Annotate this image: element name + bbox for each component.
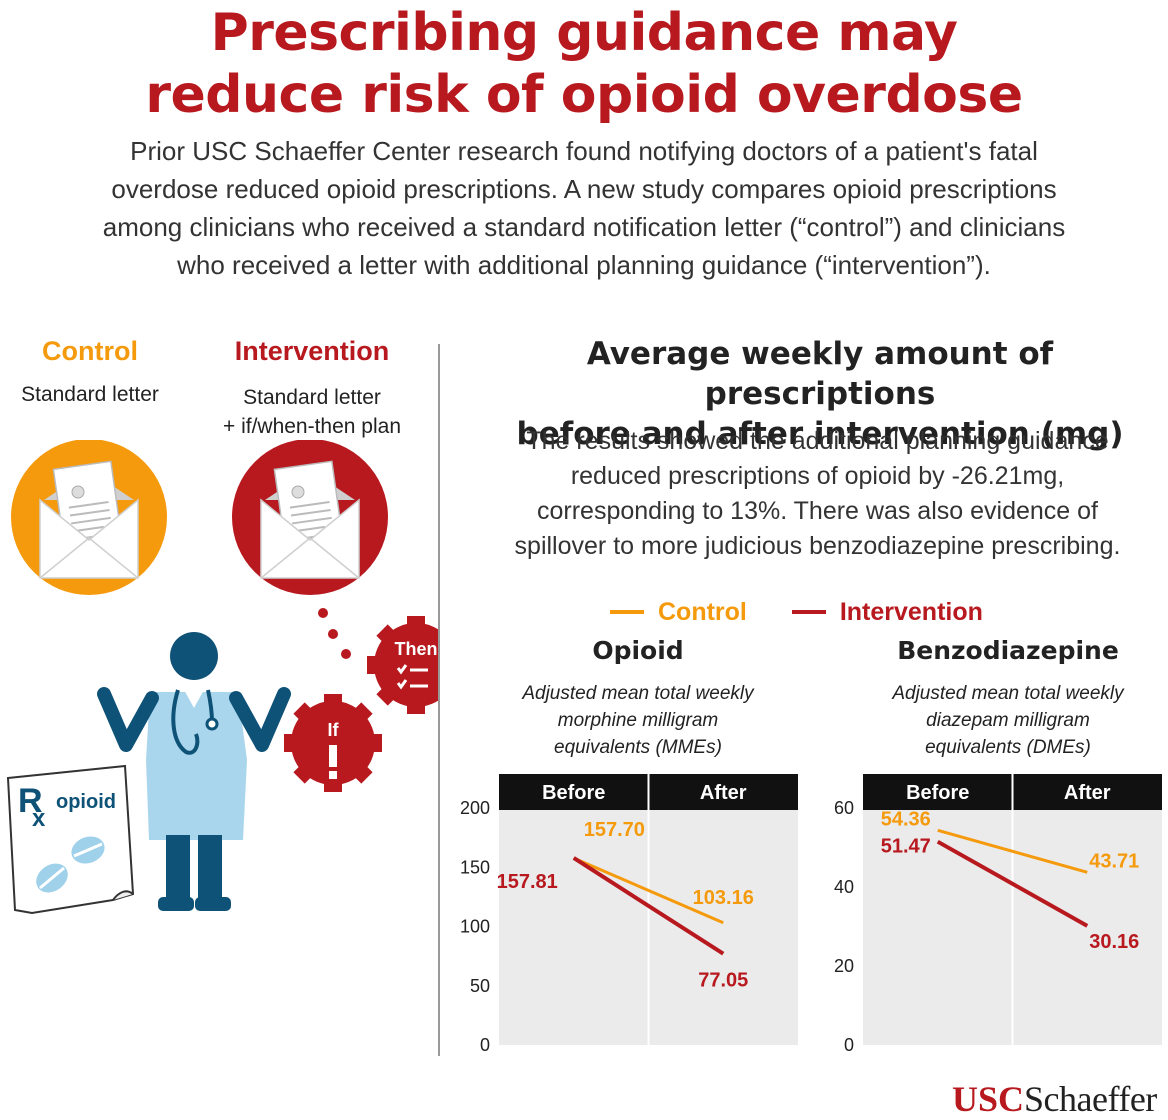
benzo-subtitle-line-2: diazepam milligram <box>926 710 1090 731</box>
opioid-ytick-50: 50 <box>470 976 490 996</box>
prescription-icon: R x opioid <box>6 764 135 915</box>
opioid-ytick-0: 0 <box>480 1035 490 1055</box>
opioid-intervention-label-before: 157.81 <box>497 871 558 893</box>
legend-intervention: Intervention <box>791 597 983 627</box>
chart-description-line-2: reduced prescriptions of opioid by -26.2… <box>570 462 1065 490</box>
usc-schaeffer-logo: USCSchaeffer <box>952 1078 1157 1120</box>
intervention-description-line-1: Standard letter <box>243 386 381 409</box>
intro-line-1: Prior USC Schaeffer Center research foun… <box>130 136 1038 166</box>
intro-paragraph: Prior USC Schaeffer Center research foun… <box>0 132 1168 284</box>
benzo-category-before: Before <box>906 782 969 804</box>
opioid-panel-subtitle: Adjusted mean total weekly morphine mill… <box>478 680 798 761</box>
intervention-description: Standard letter + if/when-then plan <box>195 383 429 441</box>
opioid-ytick-150: 150 <box>460 857 490 877</box>
logo-schaeffer: Schaeffer <box>1024 1079 1157 1119</box>
intro-line-4: who received a letter with additional pl… <box>177 250 991 280</box>
title-line-2: reduce risk of opioid overdose <box>145 65 1023 125</box>
intervention-envelope-icon <box>232 440 388 595</box>
opioid-subtitle-line-2: morphine milligram <box>557 710 719 731</box>
opioid-ytick-100: 100 <box>460 917 490 937</box>
benzo-control-line <box>937 828 1088 874</box>
chart-description-line-4: spillover to more judicious benzodiazepi… <box>514 532 1121 560</box>
legend-control-swatch <box>610 610 644 614</box>
legend-intervention-label: Intervention <box>839 597 983 626</box>
rx-x: x <box>32 805 46 832</box>
benzo-category-after: After <box>1064 782 1111 804</box>
benzo-subtitle-line-3: equivalents (DMEs) <box>925 737 1091 758</box>
control-description: Standard letter <box>21 383 159 406</box>
benzo-control-label-after: 43.71 <box>1089 850 1139 872</box>
page-title: Prescribing guidance may reduce risk of … <box>0 2 1168 126</box>
opioid-chart: Before After 0 50 100 150 200 157.70 103.16 157.8… <box>460 774 798 1055</box>
if-gear-icon: If <box>284 694 382 792</box>
legend-intervention-swatch <box>791 610 826 614</box>
intro-line-2: overdose reduced opioid prescriptions. A… <box>111 174 1057 204</box>
rx-label: opioid <box>56 791 116 813</box>
intervention-description-line-2: + if/when-then plan <box>222 415 402 438</box>
chart-description-line-3: corresponding to 13%. There was also evi… <box>537 497 1098 525</box>
control-label: Control <box>42 336 138 366</box>
benzo-ytick-0: 0 <box>844 1035 854 1055</box>
intro-line-3: among clinicians who received a standard… <box>102 212 1066 242</box>
thought-dots <box>318 608 351 659</box>
chart-description-line-1: The results showed the additional planni… <box>526 427 1109 455</box>
chart-legend: Control Intervention <box>610 592 1021 627</box>
chart-heading-line-1: Average weekly amount of prescriptions <box>586 336 1054 412</box>
opioid-control-label-before: 157.70 <box>584 819 645 841</box>
benzo-chart: Before After 0 20 40 60 54.36 43.71 51.47 30.16 <box>834 774 1162 1055</box>
rx-symbol: R <box>18 782 43 820</box>
benzo-intervention-line <box>936 839 1089 928</box>
chart-heading-line-2: before and after intervention (mg) <box>516 416 1124 452</box>
doctor-icon <box>97 632 291 911</box>
opioid-control-line <box>573 856 724 925</box>
charts-area: Before After050100150200157.70103.16157.8… <box>460 774 1162 1055</box>
logo-usc: USC <box>952 1079 1025 1119</box>
benzo-control-label-before: 54.36 <box>881 808 931 830</box>
benzo-panel-subtitle: Adjusted mean total weekly diazepam mill… <box>848 680 1168 761</box>
section-divider <box>438 344 440 1056</box>
intervention-label: Intervention <box>234 336 390 366</box>
title-line-1: Prescribing guidance may <box>210 3 958 63</box>
then-gear-icon: Then <box>367 616 438 714</box>
opioid-intervention-label-after: 77.05 <box>698 970 748 992</box>
opioid-category-after: After <box>700 782 747 804</box>
benzo-panel-title: Benzodiazepine <box>897 636 1119 665</box>
opioid-ytick-200: 200 <box>460 798 490 818</box>
benzo-ytick-20: 20 <box>834 956 854 976</box>
control-envelope-icon <box>11 440 167 595</box>
opioid-intervention-line <box>572 856 725 956</box>
benzo-ytick-60: 60 <box>834 798 854 818</box>
legend-control-label: Control <box>658 597 747 626</box>
chart-heading: Average weekly amount of prescriptions b… <box>470 334 1168 454</box>
opioid-panel-title: Opioid <box>592 636 684 665</box>
benzo-ytick-40: 40 <box>834 877 854 897</box>
opioid-subtitle-line-3: equivalents (MMEs) <box>554 737 722 758</box>
opioid-category-before: Before <box>542 782 605 804</box>
if-label: If <box>328 720 340 740</box>
then-label: Then <box>395 639 438 659</box>
opioid-control-label-after: 103.16 <box>693 887 754 909</box>
benzo-subtitle-line-1: Adjusted mean total weekly <box>892 683 1124 704</box>
benzo-intervention-label-before: 51.47 <box>881 836 931 858</box>
chart-description: The results showed the additional planni… <box>455 424 1168 564</box>
illustration: Then If <box>6 440 438 915</box>
benzo-intervention-label-after: 30.16 <box>1089 931 1139 953</box>
opioid-subtitle-line-1: Adjusted mean total weekly <box>522 683 754 704</box>
legend-control: Control <box>610 598 747 627</box>
